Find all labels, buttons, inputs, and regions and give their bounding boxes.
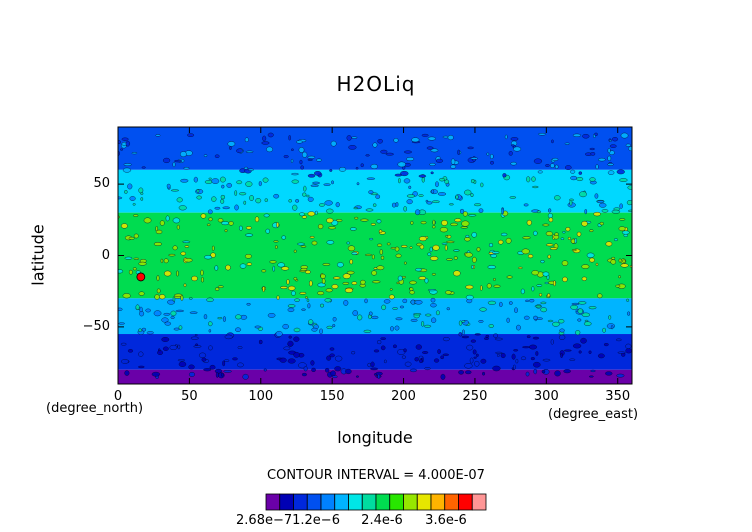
chart-title: H2OLiq (336, 72, 416, 96)
y-tick-label: 0 (101, 247, 110, 263)
x-tick-label: 300 (533, 389, 559, 404)
colorbar-label-3-6e-6: 3.6e-6 (425, 513, 467, 528)
y-tick-label: −50 (82, 318, 110, 334)
contour-speckles (118, 132, 632, 380)
latitude-band (118, 369, 632, 384)
x-axis-unit: (degree_east) (548, 407, 639, 422)
colorbar-swatch (416, 493, 432, 511)
colorbar-swatch (265, 493, 281, 511)
contour-interval-note: CONTOUR INTERVAL = 4.000E-07 (267, 468, 485, 483)
axis-ticks (117, 127, 632, 384)
colorbar-swatch (279, 493, 294, 511)
colorbar-swatch (403, 493, 418, 511)
x-tick-label: 0 (113, 389, 123, 404)
colorbar-swatch (471, 493, 487, 511)
colorbar (265, 493, 487, 511)
x-tick-label: 150 (319, 389, 345, 404)
colorbar-label-min: 2.68e−71.2e−6 (236, 513, 340, 528)
x-tick-label: 200 (391, 389, 416, 404)
colorbar-swatch (458, 493, 473, 511)
colorbar-swatch (293, 493, 308, 511)
y-tick-label: 50 (93, 176, 110, 192)
latitude-band (118, 127, 632, 170)
x-tick-label: 250 (462, 389, 488, 404)
colorbar-swatch (334, 493, 349, 511)
x-tick-label: 350 (605, 389, 631, 404)
x-tick-label: 100 (248, 389, 274, 404)
colorbar-swatch (375, 493, 391, 511)
max-hotspot (136, 272, 146, 282)
colorbar-swatch (389, 493, 404, 511)
contour-field (118, 127, 632, 384)
colorbar-label-2-4e-6: 2.4e-6 (361, 513, 403, 528)
x-axis-label: longitude (337, 428, 413, 447)
colorbar-swatch (306, 493, 322, 511)
x-tick-label: 50 (181, 389, 198, 404)
colorbar-swatch (320, 493, 336, 511)
y-axis-label: latitude (28, 224, 48, 286)
y-axis-unit: (degree_north) (46, 401, 144, 416)
colorbar-swatch (444, 493, 459, 511)
colorbar-swatch (348, 493, 363, 511)
colorbar-swatch (430, 493, 446, 511)
colorbar-swatch (361, 493, 377, 511)
